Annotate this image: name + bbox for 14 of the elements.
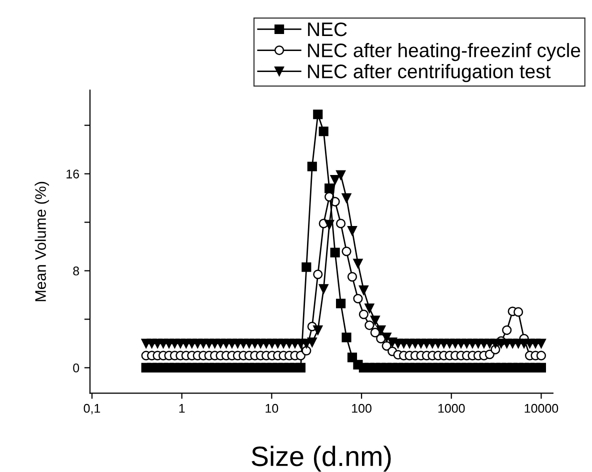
x-tick-label: 100 <box>352 404 372 413</box>
x-tick-label: 10000 <box>524 404 558 413</box>
y-axis-title: Mean Volume (%) <box>34 182 49 302</box>
legend-label: NEC after heating-freezinf cycle <box>308 42 580 62</box>
y-tick-label: 16 <box>66 170 80 178</box>
x-tick-label: 0,1 <box>84 404 100 414</box>
x-tick-label: 1 <box>179 404 185 413</box>
y-tick-label: 8 <box>73 266 80 276</box>
x-tick-label: 1000 <box>438 404 465 413</box>
legend-label: NEC after centrifugation test <box>308 64 551 82</box>
x-tick-label: 10 <box>266 404 278 413</box>
x-axis-title: Size (d.nm) <box>252 446 391 472</box>
y-tick-label: 0 <box>73 364 80 372</box>
legend-label: NEC <box>308 22 347 36</box>
